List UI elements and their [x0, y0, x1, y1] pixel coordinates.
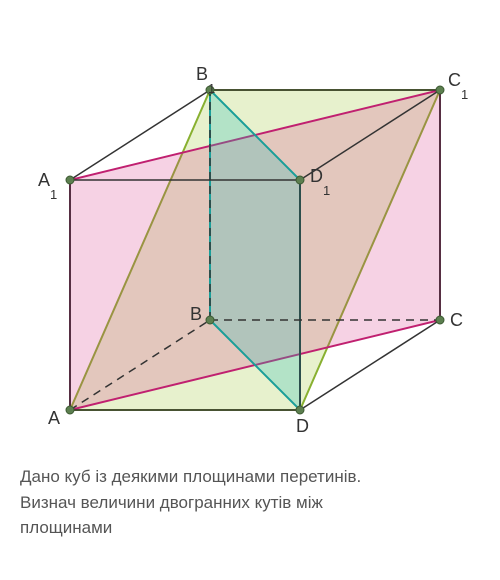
cube-figure: ADCBA1D1C1B1 [20, 10, 480, 440]
caption-line-3: площинами [20, 518, 112, 537]
vertex-label-C: C [450, 310, 463, 330]
problem-caption: Дано куб із деякими площинами перетинів.… [20, 464, 460, 541]
vertex-label-B: B [190, 304, 202, 324]
vertex-label-A1: A1 [38, 170, 57, 202]
vertex-A [66, 406, 74, 414]
vertex-A1 [66, 176, 74, 184]
vertex-C [436, 316, 444, 324]
caption-line-2: Визнач величини двогранних кутів між [20, 493, 323, 512]
vertex-C1 [436, 86, 444, 94]
vertex-D [296, 406, 304, 414]
vertex-D1 [296, 176, 304, 184]
vertex-label-C1: C1 [448, 70, 468, 102]
cube-svg: ADCBA1D1C1B1 [20, 10, 480, 440]
vertex-B [206, 316, 214, 324]
caption-line-1: Дано куб із деякими площинами перетинів. [20, 467, 361, 486]
vertex-label-D: D [296, 416, 309, 436]
vertex-label-A: A [48, 408, 60, 428]
